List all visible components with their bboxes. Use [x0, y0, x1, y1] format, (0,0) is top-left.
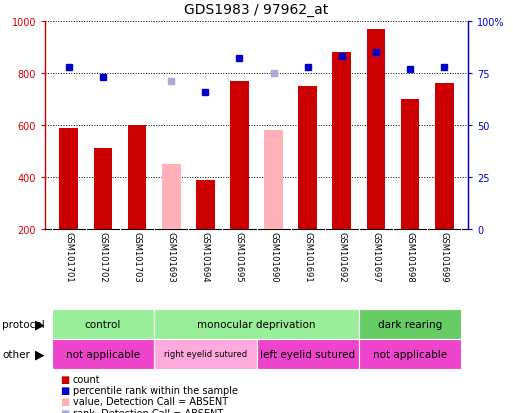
- Text: not applicable: not applicable: [66, 349, 140, 359]
- Bar: [264, 131, 283, 230]
- Bar: [154, 339, 256, 369]
- Bar: [52, 339, 154, 369]
- Text: percentile rank within the sample: percentile rank within the sample: [73, 385, 238, 395]
- Text: not applicable: not applicable: [373, 349, 447, 359]
- Text: GSM101690: GSM101690: [269, 232, 278, 282]
- Bar: [154, 309, 359, 339]
- Text: GSM101702: GSM101702: [98, 232, 108, 282]
- Text: ■: ■: [60, 374, 69, 384]
- Text: ■: ■: [60, 408, 69, 413]
- Text: count: count: [73, 374, 101, 384]
- Text: dark rearing: dark rearing: [378, 319, 442, 329]
- Bar: [93, 149, 112, 230]
- Text: GSM101692: GSM101692: [337, 232, 346, 282]
- Bar: [359, 339, 461, 369]
- Text: rank, Detection Call = ABSENT: rank, Detection Call = ABSENT: [73, 408, 223, 413]
- Text: GSM101701: GSM101701: [64, 232, 73, 282]
- Bar: [332, 53, 351, 230]
- Text: GSM101698: GSM101698: [405, 232, 415, 282]
- Text: GSM101699: GSM101699: [440, 232, 449, 282]
- Text: ■: ■: [60, 396, 69, 406]
- Text: other: other: [2, 349, 30, 359]
- Bar: [52, 309, 154, 339]
- Bar: [401, 100, 420, 230]
- Bar: [256, 339, 359, 369]
- Text: GSM101694: GSM101694: [201, 232, 210, 282]
- Text: GSM101703: GSM101703: [132, 232, 142, 282]
- Text: control: control: [85, 319, 121, 329]
- Bar: [366, 30, 385, 230]
- Text: left eyelid sutured: left eyelid sutured: [260, 349, 355, 359]
- Bar: [60, 128, 78, 230]
- Bar: [298, 87, 317, 230]
- Text: GSM101691: GSM101691: [303, 232, 312, 282]
- Bar: [196, 180, 215, 230]
- Text: monocular deprivation: monocular deprivation: [198, 319, 315, 329]
- Text: right eyelid sutured: right eyelid sutured: [164, 350, 247, 358]
- Bar: [435, 84, 453, 230]
- Text: ■: ■: [60, 385, 69, 395]
- Text: ▶: ▶: [35, 318, 45, 331]
- Bar: [162, 165, 181, 230]
- Text: GSM101693: GSM101693: [167, 232, 176, 282]
- Bar: [128, 126, 147, 230]
- Bar: [359, 309, 461, 339]
- Text: ▶: ▶: [35, 348, 45, 361]
- Bar: [230, 82, 249, 230]
- Text: value, Detection Call = ABSENT: value, Detection Call = ABSENT: [73, 396, 228, 406]
- Text: GDS1983 / 97962_at: GDS1983 / 97962_at: [184, 3, 329, 17]
- Text: protocol: protocol: [2, 319, 45, 329]
- Text: GSM101697: GSM101697: [371, 232, 381, 282]
- Text: GSM101695: GSM101695: [235, 232, 244, 282]
